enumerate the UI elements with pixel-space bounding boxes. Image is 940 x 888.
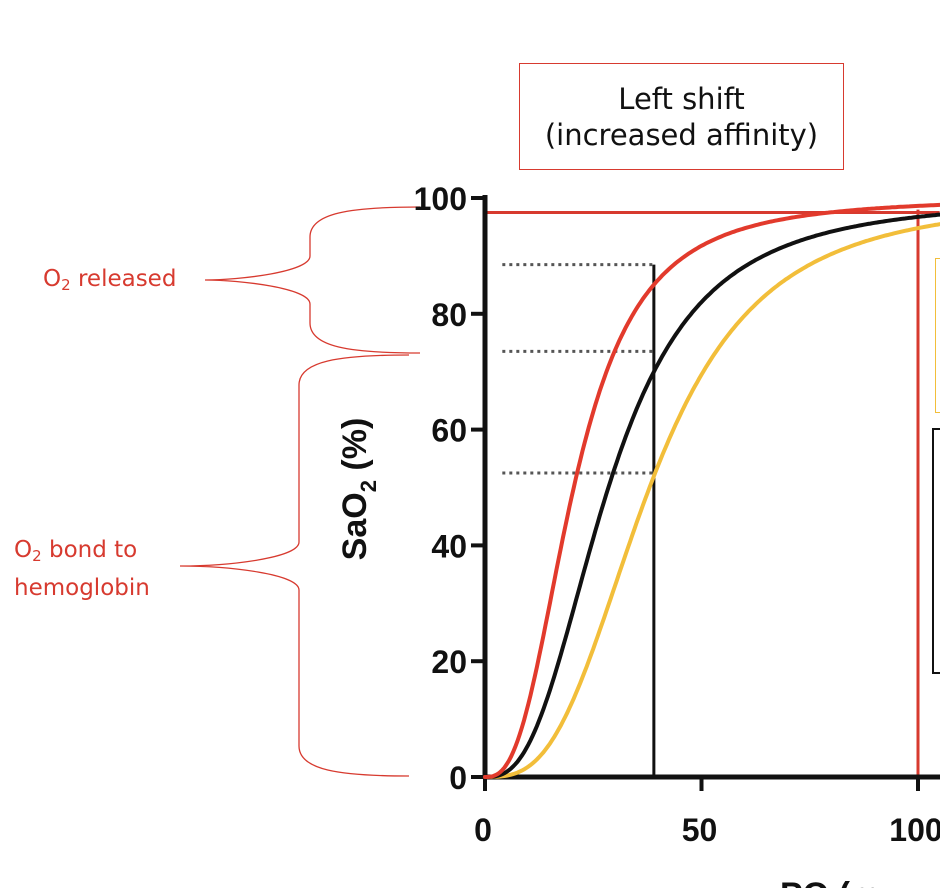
y-tick-label-100: 100 xyxy=(414,181,467,217)
y-tick-label-0: 0 xyxy=(449,760,467,796)
x-tick-label-50: 50 xyxy=(682,812,718,848)
chart-title: Left shift xyxy=(618,81,745,116)
o2-released-brace xyxy=(204,206,421,354)
curve-series-0 xyxy=(483,202,940,779)
x-tick-label-100: 100 xyxy=(889,812,940,848)
x-axis-title: PO (m xyxy=(780,876,880,888)
o2-bond-brace xyxy=(179,354,410,777)
y-tick-label-60: 60 xyxy=(431,413,467,449)
y-axis-title: SaO2 (%) xyxy=(336,418,381,561)
curve-series-2 xyxy=(483,222,940,779)
chart-subtitle: (increased affinity) xyxy=(544,117,819,152)
legend-box-yellow xyxy=(935,258,940,413)
y-tick-label-40: 40 xyxy=(431,528,467,564)
o2-released-annotation: O2 released xyxy=(43,266,177,294)
y-tick-label-80: 80 xyxy=(431,297,467,333)
y-tick-label-20: 20 xyxy=(431,644,467,680)
legend-box-black xyxy=(932,428,940,674)
o2-bond-annotation: O2 bond to hemoglobin xyxy=(14,537,150,601)
x-tick-label-0: 0 xyxy=(474,812,492,848)
left-shift-box: Left shift (increased affinity) xyxy=(519,63,844,170)
curve-series-1 xyxy=(483,212,940,779)
